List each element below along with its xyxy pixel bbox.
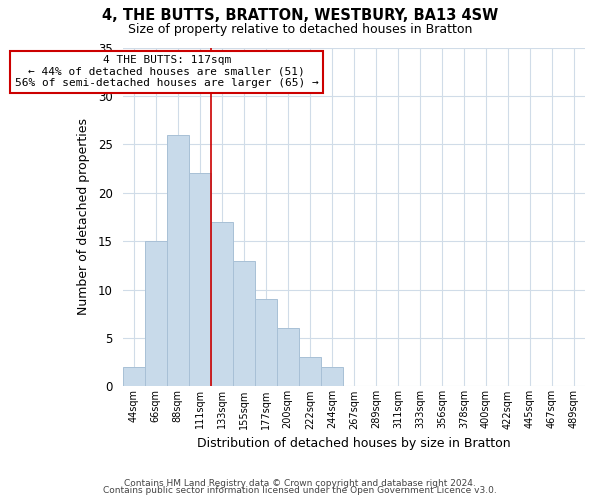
Bar: [145, 241, 167, 386]
Text: 4, THE BUTTS, BRATTON, WESTBURY, BA13 4SW: 4, THE BUTTS, BRATTON, WESTBURY, BA13 4S…: [102, 8, 498, 22]
Bar: [255, 299, 277, 386]
Bar: [188, 174, 211, 386]
Text: Contains public sector information licensed under the Open Government Licence v3: Contains public sector information licen…: [103, 486, 497, 495]
Text: Size of property relative to detached houses in Bratton: Size of property relative to detached ho…: [128, 22, 472, 36]
Text: Contains HM Land Registry data © Crown copyright and database right 2024.: Contains HM Land Registry data © Crown c…: [124, 478, 476, 488]
Bar: [321, 367, 343, 386]
Bar: [277, 328, 299, 386]
Bar: [299, 358, 321, 386]
Bar: [167, 134, 188, 386]
Bar: [211, 222, 233, 386]
Bar: [233, 260, 255, 386]
Y-axis label: Number of detached properties: Number of detached properties: [77, 118, 89, 316]
Text: 4 THE BUTTS: 117sqm
← 44% of detached houses are smaller (51)
56% of semi-detach: 4 THE BUTTS: 117sqm ← 44% of detached ho…: [15, 55, 319, 88]
Bar: [122, 367, 145, 386]
X-axis label: Distribution of detached houses by size in Bratton: Distribution of detached houses by size …: [197, 437, 511, 450]
